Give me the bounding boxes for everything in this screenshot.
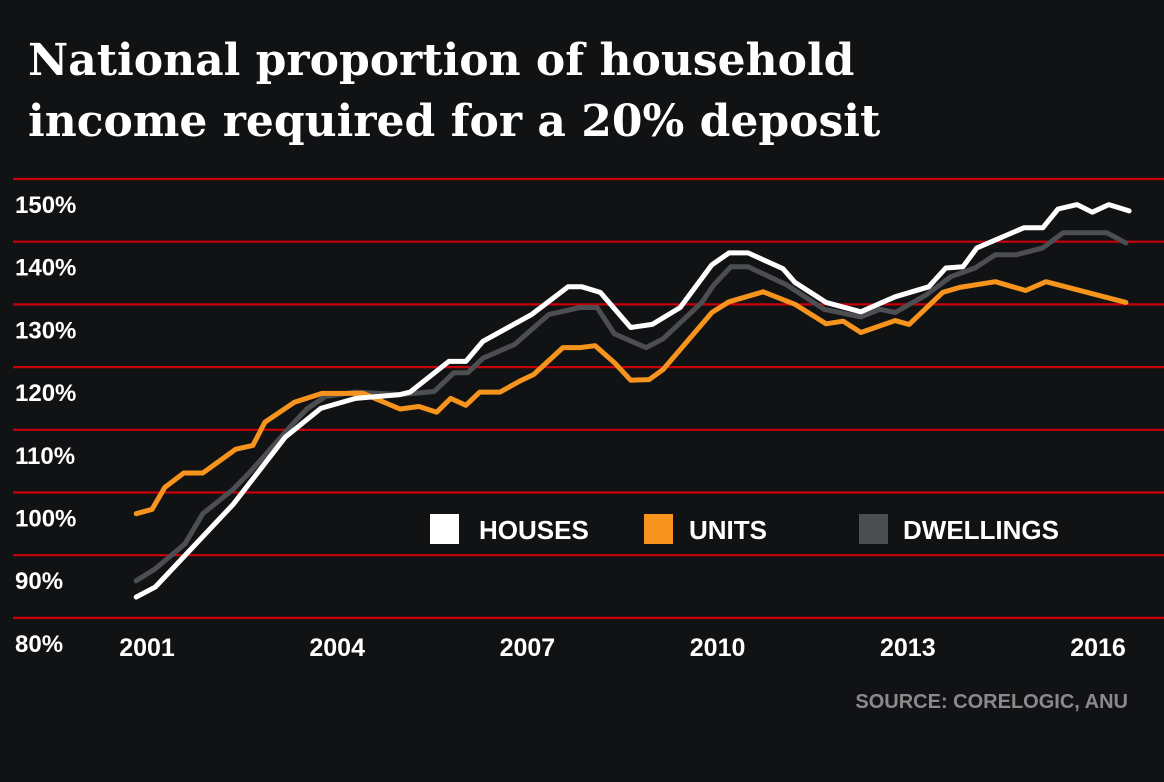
legend-swatch-houses — [430, 514, 459, 544]
x-tick-label: 2013 — [880, 634, 936, 662]
y-tick-label: 130% — [15, 317, 76, 344]
chart-title-line-1: National proportion of household — [28, 35, 854, 86]
y-tick-label: 80% — [15, 631, 63, 658]
source-note: SOURCE: CORELOGIC, ANU — [855, 691, 1128, 713]
y-tick-label: 120% — [15, 380, 76, 407]
x-tick-label: 2001 — [119, 634, 175, 662]
y-tick-label: 90% — [15, 568, 63, 595]
legend-label-houses: HOUSES — [479, 515, 589, 545]
chart-title-line-2: income required for a 20% deposit — [28, 96, 881, 147]
x-tick-label: 2007 — [500, 634, 556, 662]
series-line-units — [133, 279, 1129, 517]
series-line-houses — [133, 202, 1132, 600]
legend-swatch-units — [644, 514, 673, 544]
legend-swatch-dwellings — [859, 514, 888, 544]
x-axis: 2001 2004 2007 2010 2013 2016 — [119, 634, 1126, 662]
y-axis: 150% 140% 130% 120% 110% 100% 90% 80% — [15, 192, 76, 658]
series-lines — [133, 202, 1132, 600]
x-tick-label: 2004 — [309, 634, 365, 662]
series-line-dwellings — [133, 230, 1129, 584]
y-tick-label: 140% — [15, 255, 76, 282]
x-tick-label: 2010 — [690, 634, 746, 662]
x-tick-label: 2016 — [1070, 634, 1126, 662]
gridlines — [13, 177, 1164, 620]
legend-label-dwellings: DWELLINGS — [903, 515, 1059, 545]
legend-label-units: UNITS — [689, 515, 767, 545]
y-tick-label: 100% — [15, 506, 76, 533]
y-tick-label: 110% — [15, 443, 75, 470]
legend: HOUSES UNITS DWELLINGS — [430, 514, 1059, 545]
y-tick-label: 150% — [15, 192, 76, 219]
